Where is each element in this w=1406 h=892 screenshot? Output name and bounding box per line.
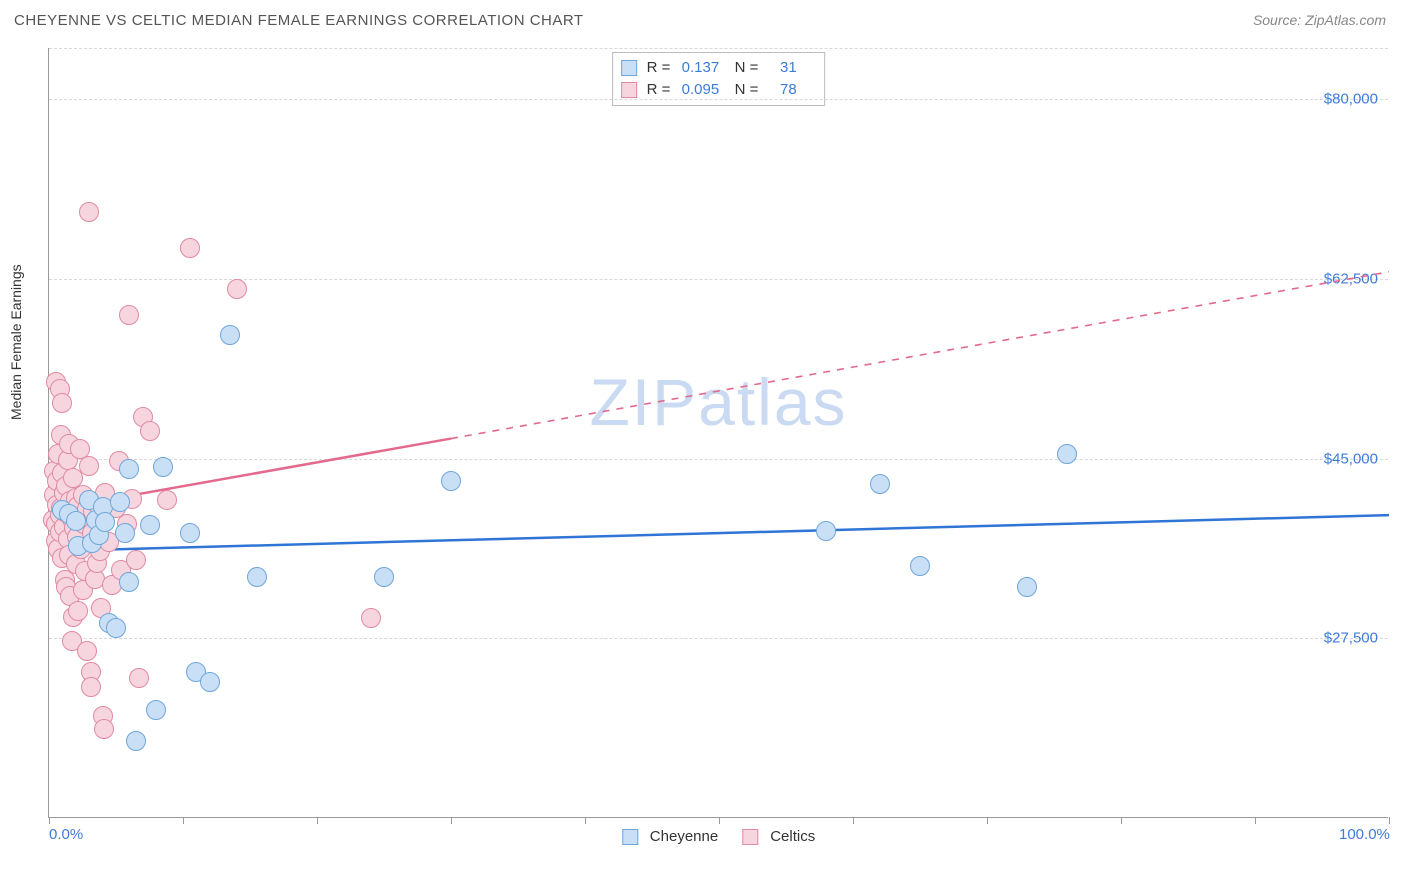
celtics-point	[119, 305, 139, 325]
cheyenne-trend-solid	[49, 515, 1389, 551]
x-tick-mark	[317, 817, 318, 824]
legend-item-cheyenne: Cheyenne	[622, 828, 718, 845]
gridline	[49, 638, 1388, 639]
plot-area: ZIPatlas R = 0.137 N = 31 R = 0.095 N = …	[48, 48, 1388, 818]
celtics-point	[68, 601, 88, 621]
cheyenne-point	[441, 471, 461, 491]
legend-label-celtics: Celtics	[770, 828, 815, 845]
celtics-point	[129, 668, 149, 688]
cheyenne-point	[140, 515, 160, 535]
cheyenne-point	[115, 523, 135, 543]
chart-container: CHEYENNE VS CELTIC MEDIAN FEMALE EARNING…	[0, 0, 1406, 892]
cheyenne-point	[146, 700, 166, 720]
cheyenne-point	[119, 459, 139, 479]
celtics-point	[140, 421, 160, 441]
cheyenne-point	[910, 556, 930, 576]
cheyenne-point	[180, 523, 200, 543]
x-tick-mark	[719, 817, 720, 824]
source-label: Source: ZipAtlas.com	[1253, 12, 1386, 28]
celtics-point	[126, 550, 146, 570]
cheyenne-point	[816, 521, 836, 541]
y-tick-label: $80,000	[1324, 91, 1378, 108]
cheyenne-point	[200, 672, 220, 692]
cheyenne-point	[870, 474, 890, 494]
swatch-celtics	[742, 829, 758, 845]
celtics-point	[361, 608, 381, 628]
watermark-zip: ZIP	[589, 365, 698, 439]
x-tick-mark	[1121, 817, 1122, 824]
y-tick-label: $27,500	[1324, 630, 1378, 647]
celtics-point	[77, 641, 97, 661]
gridline	[49, 459, 1388, 460]
r-label: R =	[647, 79, 671, 101]
cheyenne-point	[106, 618, 126, 638]
x-tick-mark	[1389, 817, 1390, 824]
x-tick-mark	[1255, 817, 1256, 824]
gridline	[49, 99, 1388, 100]
celtics-point	[52, 393, 72, 413]
stat-row-celtics: R = 0.095 N = 78	[621, 79, 813, 101]
legend-item-celtics: Celtics	[742, 828, 815, 845]
cheyenne-point	[126, 731, 146, 751]
r-label: R =	[647, 57, 671, 79]
celtics-point	[81, 677, 101, 697]
cheyenne-point	[374, 567, 394, 587]
cheyenne-point	[110, 492, 130, 512]
celtics-trend-dashed	[451, 272, 1389, 439]
n-value-cheyenne: 31	[764, 57, 812, 79]
r-value-cheyenne: 0.137	[676, 57, 724, 79]
cheyenne-point	[153, 457, 173, 477]
x-tick-mark	[49, 817, 50, 824]
celtics-point	[94, 719, 114, 739]
swatch-celtics	[621, 82, 637, 98]
chart-title: CHEYENNE VS CELTIC MEDIAN FEMALE EARNING…	[14, 12, 584, 29]
n-label: N =	[730, 79, 758, 101]
watermark-atlas: atlas	[698, 365, 847, 439]
r-value-celtics: 0.095	[676, 79, 724, 101]
x-tick-mark	[585, 817, 586, 824]
cheyenne-point	[1017, 577, 1037, 597]
x-tick-mark	[987, 817, 988, 824]
gridline	[49, 48, 1388, 49]
x-tick-mark	[183, 817, 184, 824]
y-axis-label: Median Female Earnings	[8, 264, 24, 420]
watermark: ZIPatlas	[589, 364, 847, 440]
celtics-point	[227, 279, 247, 299]
swatch-cheyenne	[622, 829, 638, 845]
cheyenne-point	[66, 511, 86, 531]
stat-row-cheyenne: R = 0.137 N = 31	[621, 57, 813, 79]
cheyenne-point	[95, 512, 115, 532]
celtics-point	[180, 238, 200, 258]
celtics-point	[79, 456, 99, 476]
cheyenne-point	[247, 567, 267, 587]
x-tick-mark	[853, 817, 854, 824]
trend-svg	[49, 48, 1389, 818]
swatch-cheyenne	[621, 60, 637, 76]
n-label: N =	[730, 57, 758, 79]
cheyenne-point	[119, 572, 139, 592]
n-value-celtics: 78	[764, 79, 812, 101]
y-tick-label: $45,000	[1324, 450, 1378, 467]
stat-legend: R = 0.137 N = 31 R = 0.095 N = 78	[612, 52, 826, 106]
cheyenne-point	[1057, 444, 1077, 464]
y-tick-label: $62,500	[1324, 271, 1378, 288]
series-legend: Cheyenne Celtics	[622, 828, 815, 845]
x-tick-label: 0.0%	[49, 826, 83, 843]
x-tick-mark	[451, 817, 452, 824]
x-tick-label: 100.0%	[1339, 826, 1390, 843]
cheyenne-point	[220, 325, 240, 345]
legend-label-cheyenne: Cheyenne	[650, 828, 718, 845]
gridline	[49, 279, 1388, 280]
celtics-point	[157, 490, 177, 510]
celtics-point	[79, 202, 99, 222]
